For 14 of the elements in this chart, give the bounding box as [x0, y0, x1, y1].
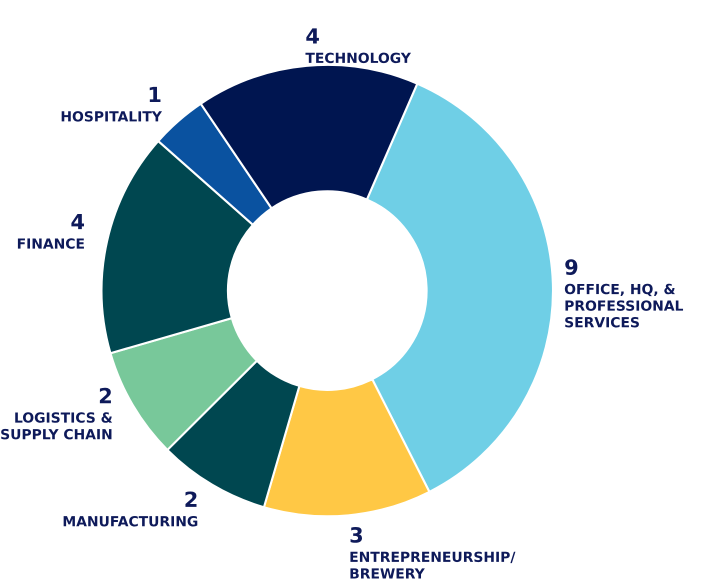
data-label: 1	[150, 86, 160, 102]
slice-label: TECHNOLOGY	[305, 52, 412, 64]
slice-label: OFFICE, HQ, & PROFESSIONAL SERVICES	[564, 284, 684, 328]
slice-label: MANUFACTURING	[64, 516, 198, 526]
slice-label: LOGISTICS & SUPPLY CHAIN	[1, 412, 112, 440]
data-label: 3	[350, 527, 362, 543]
slice-label: HOSPITALITY	[62, 111, 162, 122]
data-label: 2	[100, 388, 111, 404]
data-label: 9	[565, 259, 578, 275]
data-label: 4	[306, 28, 319, 44]
data-label: 4	[71, 214, 84, 230]
data-label: 2	[185, 491, 197, 507]
slice-label: ENTREPRENEURSHIP/ BREWERY	[350, 552, 516, 578]
slice-label: FINANCE	[18, 238, 84, 249]
